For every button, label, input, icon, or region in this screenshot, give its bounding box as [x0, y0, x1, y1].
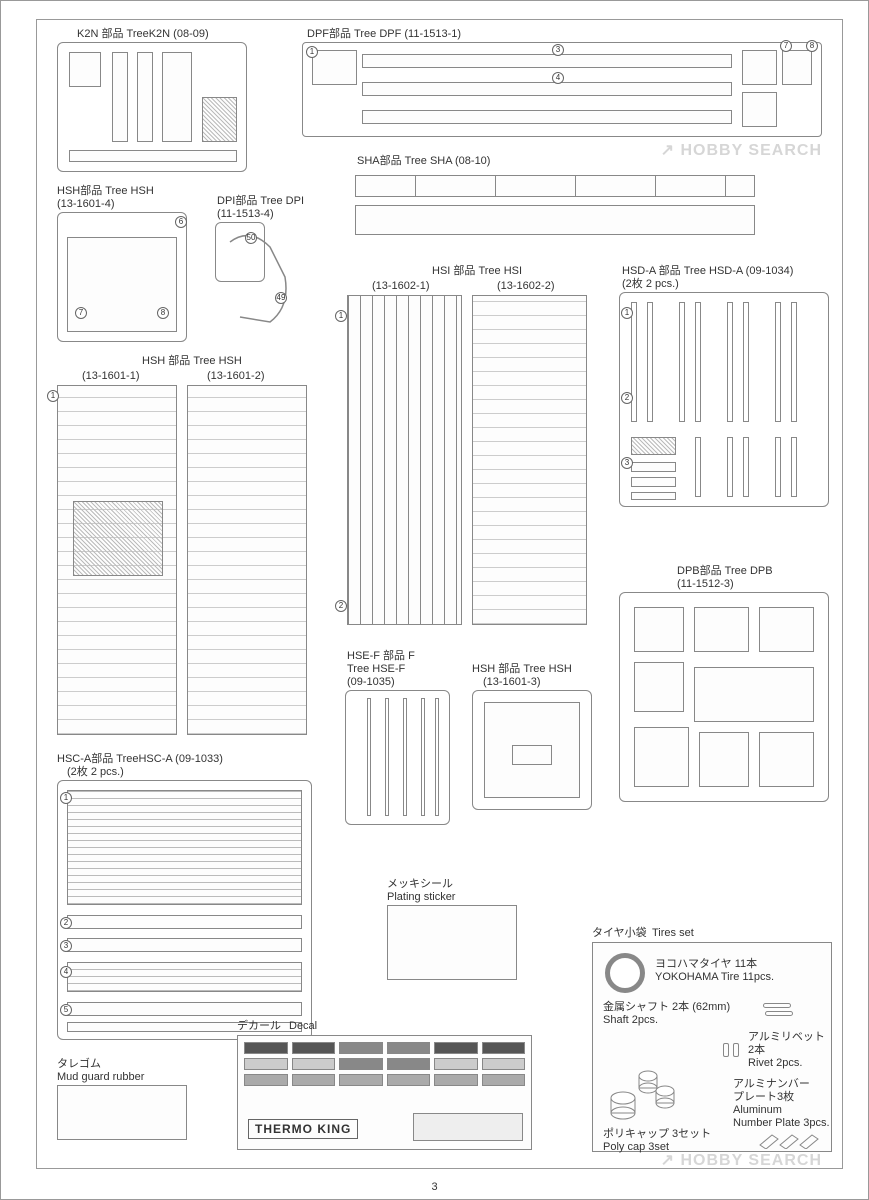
hsh1-code-r: (13-1601-2): [207, 370, 264, 383]
dpb-code: (11-1512-3): [677, 578, 734, 591]
sha-title: SHA部品 Tree SHA (08-10): [357, 155, 490, 168]
mud-jp: タレゴム: [57, 1058, 101, 1071]
decal-en: Decal: [289, 1020, 317, 1033]
dpf-title: DPF部品 Tree DPF (11-1513-1): [307, 28, 461, 41]
hsda-sprue: 1 2 3: [619, 292, 829, 507]
page-number: 3: [431, 1181, 437, 1193]
plating-en: Plating sticker: [387, 891, 455, 904]
hsca-qty: (2枚 2 pcs.): [67, 766, 124, 779]
plate-icon: [758, 1131, 823, 1149]
hsef-title: HSE-F 部品 F: [347, 650, 415, 663]
mud-box: [57, 1085, 187, 1140]
hsh4-code: (13-1601-4): [57, 198, 114, 211]
watermark-1: ↗ HOBBY SEARCH: [661, 140, 822, 160]
hsh3-sprue: [472, 690, 592, 810]
hsh3-title: HSH 部品 Tree HSH: [472, 663, 572, 676]
hsef-code: (09-1035): [347, 676, 395, 689]
hsh4-sprue: 6 7 8: [57, 212, 187, 342]
thermo-king-logo: THERMO KING: [248, 1119, 358, 1139]
dpi-code: (11-1513-4): [217, 208, 274, 221]
page-frame: K2N 部品 TreeK2N (08-09) DPF部品 Tree DPF (1…: [36, 19, 843, 1169]
hsda-qty: (2枚 2 pcs.): [622, 278, 679, 291]
dpb-title: DPB部品 Tree DPB: [677, 565, 773, 578]
dpi-title: DPI部品 Tree DPI: [217, 195, 304, 208]
tire-icon: [605, 953, 645, 993]
watermark-2: ↗ HOBBY SEARCH: [661, 1150, 822, 1170]
plating-jp: メッキシール: [387, 878, 453, 891]
mud-en: Mud guard rubber: [57, 1071, 144, 1084]
decal-sheet: THERMO KING: [237, 1035, 532, 1150]
k2n-sprue: [57, 42, 247, 172]
hsi-title: HSI 部品 Tree HSI: [432, 265, 522, 278]
dpi-sprue: 50 49: [215, 222, 315, 332]
hsh3-code: (13-1601-3): [483, 676, 540, 689]
plating-box: [387, 905, 517, 980]
tires-box: ヨコハマタイヤ 11本 YOKOHAMA Tire 11pcs. 金属シャフト …: [592, 942, 832, 1152]
hsh-panel-2: [187, 385, 307, 735]
hsi-panel-1: [347, 295, 462, 625]
hsef-sub: Tree HSE-F: [347, 663, 405, 676]
hsh4-title: HSH部品 Tree HSH: [57, 185, 154, 198]
hsh1-code-l: (13-1601-1): [82, 370, 139, 383]
hsca-sprue: 1 2 3 4 5: [57, 780, 312, 1040]
sha-sprue: [355, 170, 755, 240]
hsef-sprue: [345, 690, 450, 825]
hsh1-title: HSH 部品 Tree HSH: [142, 355, 242, 368]
tires-header-en: Tires set: [652, 927, 694, 940]
polycap-icon: [603, 1068, 683, 1128]
hsi-panel-2: [472, 295, 587, 625]
hsi-code-right: (13-1602-2): [497, 280, 554, 293]
dpb-sprue: [619, 592, 829, 802]
hsca-title: HSC-A部品 TreeHSC-A (09-1033): [57, 753, 223, 766]
dpf-sprue: 1 3 4 7 8: [302, 42, 822, 137]
hsda-title: HSD-A 部品 Tree HSD-A (09-1034): [622, 265, 793, 278]
tires-header-jp: タイヤ小袋: [592, 927, 647, 940]
k2n-title: K2N 部品 TreeK2N (08-09): [77, 28, 209, 41]
hsh-panel-1: [57, 385, 177, 735]
hsi-code-left: (13-1602-1): [372, 280, 429, 293]
decal-jp: デカール: [237, 1020, 281, 1033]
